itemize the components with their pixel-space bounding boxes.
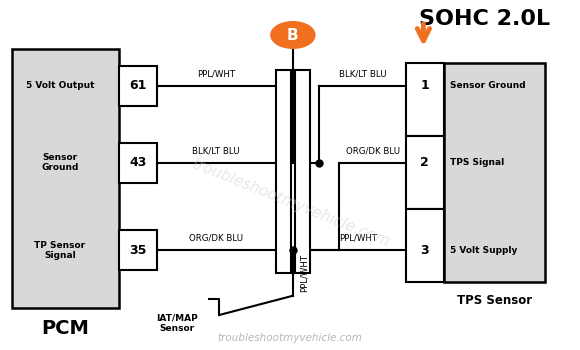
FancyBboxPatch shape <box>406 63 444 136</box>
Text: 35: 35 <box>129 244 146 257</box>
Text: PPL/WHT: PPL/WHT <box>339 233 377 243</box>
Text: ORG/DK BLU: ORG/DK BLU <box>189 233 243 243</box>
Text: B: B <box>287 28 299 42</box>
Text: PPL/WHT: PPL/WHT <box>197 69 235 78</box>
FancyBboxPatch shape <box>276 70 291 273</box>
Text: TPS Signal: TPS Signal <box>450 158 504 167</box>
Text: 3: 3 <box>420 244 429 257</box>
Text: Sensor Ground: Sensor Ground <box>450 81 525 90</box>
Text: TPS Sensor: TPS Sensor <box>457 294 532 308</box>
Text: TP Sensor
Signal: TP Sensor Signal <box>34 240 85 260</box>
Text: PCM: PCM <box>41 320 89 338</box>
Text: PPL/WHT: PPL/WHT <box>300 254 309 292</box>
FancyBboxPatch shape <box>444 63 545 282</box>
Text: troubleshootmyvehicle.com: troubleshootmyvehicle.com <box>218 333 362 343</box>
Text: 5 Volt Supply: 5 Volt Supply <box>450 246 517 255</box>
FancyBboxPatch shape <box>406 136 444 209</box>
Circle shape <box>271 22 315 48</box>
FancyBboxPatch shape <box>295 70 310 273</box>
FancyBboxPatch shape <box>119 230 157 270</box>
FancyBboxPatch shape <box>406 209 444 282</box>
Text: Sensor
Ground: Sensor Ground <box>41 153 78 173</box>
Text: 1: 1 <box>420 79 429 92</box>
FancyBboxPatch shape <box>119 143 157 183</box>
Text: 2: 2 <box>420 156 429 169</box>
Text: 5 Volt Output: 5 Volt Output <box>26 81 94 90</box>
FancyBboxPatch shape <box>119 66 157 106</box>
Text: BLK/LT BLU: BLK/LT BLU <box>339 69 386 78</box>
Text: IAT/MAP
Sensor: IAT/MAP Sensor <box>156 313 198 332</box>
Text: 43: 43 <box>129 156 146 169</box>
Text: SOHC 2.0L: SOHC 2.0L <box>419 9 550 29</box>
Text: ORG/DK BLU: ORG/DK BLU <box>346 146 400 155</box>
FancyBboxPatch shape <box>12 49 119 308</box>
Text: BLK/LT BLU: BLK/LT BLU <box>192 146 240 155</box>
Text: 61: 61 <box>129 79 146 92</box>
Text: troubleshootmyvehicle.com: troubleshootmyvehicle.com <box>188 156 392 250</box>
